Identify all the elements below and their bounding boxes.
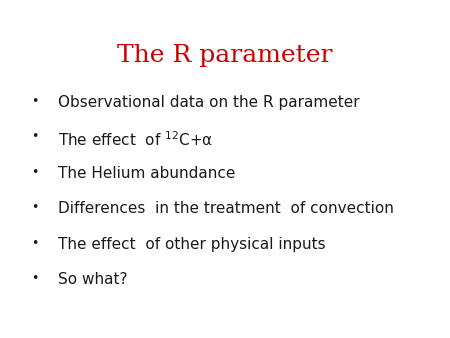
Text: •: • [32,272,39,285]
Text: The effect  of $^{12}$C+α: The effect of $^{12}$C+α [58,130,214,149]
Text: The Helium abundance: The Helium abundance [58,166,236,180]
Text: •: • [32,201,39,214]
Text: So what?: So what? [58,272,128,287]
Text: Observational data on the R parameter: Observational data on the R parameter [58,95,360,110]
Text: The R parameter: The R parameter [117,44,333,67]
Text: The effect  of other physical inputs: The effect of other physical inputs [58,237,326,251]
Text: Differences  in the treatment  of convection: Differences in the treatment of convecti… [58,201,394,216]
Text: •: • [32,237,39,249]
Text: •: • [32,130,39,143]
Text: •: • [32,166,39,178]
Text: •: • [32,95,39,107]
